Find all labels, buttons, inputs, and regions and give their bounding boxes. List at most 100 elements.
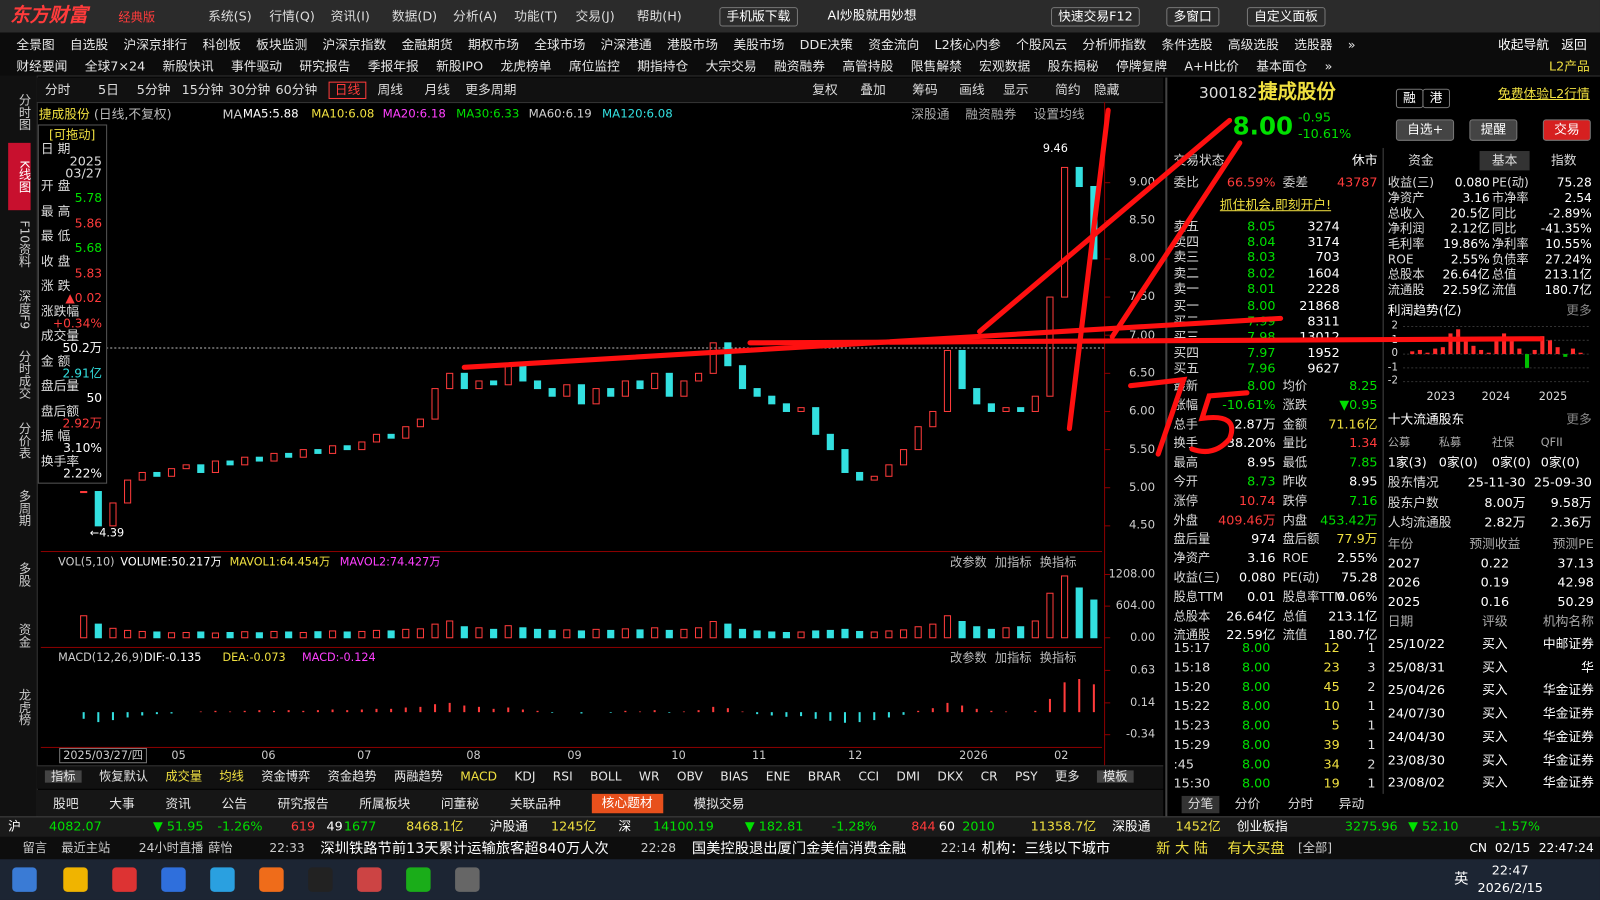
nav-item[interactable]: 期指持仓 — [637, 58, 689, 74]
nav-item[interactable]: L2产品 — [1548, 58, 1590, 74]
indicator-tab[interactable]: 均线 — [219, 769, 244, 784]
indicator-tab[interactable]: 恢复默认 — [98, 769, 148, 784]
indicator-tab[interactable]: 指标 — [44, 770, 82, 783]
nav-item[interactable]: 大宗交易 — [705, 58, 757, 74]
panel-action[interactable]: 改参数 — [949, 651, 987, 666]
panel-action[interactable]: 换指标 — [1039, 651, 1077, 666]
indicator-tab[interactable]: 资金博弈 — [261, 769, 311, 784]
nav-item[interactable]: 分析师指数 — [1082, 36, 1147, 53]
nav-item[interactable]: 返回 — [1561, 36, 1587, 53]
nav-item[interactable]: 融资融券 — [774, 58, 826, 74]
bottom-tab[interactable]: 关联品种 — [509, 795, 561, 812]
menu-item[interactable]: 系统(S) — [208, 8, 252, 24]
tick-tab[interactable]: 异动 — [1338, 795, 1365, 812]
period-tab[interactable]: 分时 — [44, 81, 71, 97]
ticker-item[interactable]: CN — [1469, 840, 1488, 856]
nav-item[interactable]: » — [1347, 36, 1356, 53]
action-button[interactable]: 提醒 — [1469, 119, 1518, 141]
panel-action[interactable]: 改参数 — [949, 555, 987, 570]
ticker-item[interactable]: 22:47:24 — [1538, 840, 1594, 856]
period-tab[interactable]: 更多周期 — [465, 81, 517, 97]
indicator-tab[interactable]: DKX — [937, 769, 964, 784]
chart-option[interactable]: 深股通 — [911, 106, 950, 122]
ticker-item[interactable]: 22:14 — [940, 840, 977, 856]
tool-button[interactable]: 叠加 — [860, 81, 886, 97]
nav-item[interactable]: 停牌复牌 — [1115, 58, 1167, 74]
action-button[interactable]: 自选+ — [1395, 119, 1455, 141]
tick-tab[interactable]: 分笔 — [1181, 795, 1220, 813]
taskbar-icon[interactable] — [161, 867, 186, 892]
panel-action[interactable]: 换指标 — [1039, 555, 1077, 570]
indicator-tab[interactable]: 成交量 — [165, 769, 203, 784]
nav-item[interactable]: 条件选股 — [1161, 36, 1213, 53]
more-link[interactable]: 更多 — [1566, 302, 1592, 318]
nav-item[interactable]: 基本面仓 — [1256, 58, 1308, 74]
tool-button[interactable]: 简约 — [1055, 81, 1081, 97]
nav-item[interactable]: 港股市场 — [666, 36, 719, 53]
nav-item[interactable]: 龙虎榜单 — [500, 58, 552, 74]
indicator-tab[interactable]: RSI — [552, 769, 573, 784]
bottom-tab[interactable]: 公告 — [221, 795, 248, 812]
info-box[interactable] — [37, 124, 108, 484]
taskbar-icon[interactable] — [455, 867, 480, 892]
side-tab[interactable]: 多股 — [17, 562, 32, 587]
indicator-tab[interactable]: 更多 — [1054, 769, 1080, 784]
nav-item[interactable]: DDE决策 — [799, 36, 853, 53]
menu-item[interactable]: 资讯(I) — [330, 8, 370, 24]
indicator-tab[interactable]: CCI — [858, 769, 880, 784]
menu-item[interactable]: 行情(Q) — [269, 8, 315, 24]
nav-item[interactable]: 收起导航 — [1497, 36, 1549, 53]
bottom-tab[interactable]: 问董秘 — [440, 795, 480, 812]
toolbar-button[interactable]: 多窗口 — [1166, 7, 1219, 27]
nav-item[interactable]: 高级选股 — [1227, 36, 1279, 53]
period-tab[interactable]: 周线 — [377, 81, 404, 97]
taskbar-icon[interactable] — [259, 867, 284, 892]
ticker-item[interactable]: 新 大 陆 — [1156, 840, 1209, 858]
promo-link[interactable]: 抓住机会,即刻开户! — [1219, 196, 1332, 213]
nav-item[interactable]: 美股市场 — [733, 36, 785, 53]
period-tab[interactable]: 15分钟 — [181, 81, 224, 97]
toolbar-button[interactable]: AI炒股就用妙想 — [827, 7, 917, 23]
ticker-item[interactable]: 24小时直播 — [138, 840, 204, 856]
tick-tab[interactable]: 分价 — [1234, 795, 1261, 812]
nav-item[interactable]: 新股IPO — [436, 58, 484, 74]
bottom-tab[interactable]: 模拟交易 — [693, 795, 745, 812]
nav-item[interactable]: 金融期货 — [401, 36, 453, 53]
nav-item[interactable]: 席位监控 — [568, 58, 620, 74]
menu-item[interactable]: 帮助(H) — [636, 8, 682, 24]
bottom-tab[interactable]: 核心题材 — [591, 793, 663, 813]
nav-item[interactable]: 期权市场 — [467, 36, 520, 53]
ime-indicator[interactable]: 英 — [1454, 871, 1469, 888]
indicator-tab[interactable]: OBV — [676, 769, 703, 784]
ticker-item[interactable]: 薛怡 — [208, 840, 233, 856]
indicator-tab[interactable]: KDJ — [514, 769, 536, 784]
menu-item[interactable]: 分析(A) — [453, 8, 498, 24]
side-tab[interactable]: 分时成交 — [17, 349, 32, 399]
l2-link[interactable]: 免费体验L2行情 — [1497, 85, 1590, 102]
indicator-tab[interactable]: BRAR — [807, 769, 842, 784]
taskbar-icon[interactable] — [63, 867, 88, 892]
menu-item[interactable]: 数据(D) — [391, 8, 438, 24]
chart-option[interactable]: 设置均线 — [1033, 106, 1085, 122]
side-tab[interactable]: F10资料 — [17, 220, 32, 268]
period-tab[interactable]: 30分钟 — [228, 81, 271, 97]
toolbar-button[interactable]: 快速交易F12 — [1051, 7, 1140, 27]
ticker-item[interactable]: 02/15 — [1494, 840, 1531, 856]
nav-item[interactable]: 宏观数据 — [979, 58, 1031, 74]
nav-item[interactable]: » — [1324, 58, 1333, 74]
taskbar-icon[interactable] — [406, 867, 431, 892]
bottom-tab[interactable]: 资讯 — [165, 795, 191, 812]
indicator-tab[interactable]: MACD — [460, 769, 498, 784]
indicator-tab[interactable]: 模板 — [1096, 770, 1134, 783]
tag[interactable]: 融 — [1395, 88, 1423, 108]
period-tab[interactable]: 5分钟 — [136, 81, 171, 97]
nav-item[interactable]: 新股快讯 — [162, 58, 214, 74]
indicator-tab[interactable]: CR — [980, 769, 998, 784]
ticker-item[interactable]: 有大买盘 — [1227, 840, 1285, 858]
side-tab[interactable]: K线图 — [8, 142, 32, 211]
ticker-item[interactable]: 22:28 — [640, 840, 677, 856]
toolbar-button[interactable]: 手机版下载 — [719, 7, 798, 27]
side-tab[interactable]: 龙虎榜 — [17, 688, 32, 726]
nav-item[interactable]: 资金流向 — [868, 36, 920, 53]
nav-item[interactable]: 沪深京指数 — [322, 36, 387, 53]
